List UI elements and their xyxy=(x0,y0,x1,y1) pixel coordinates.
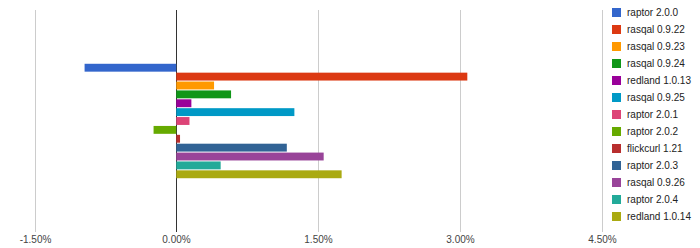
legend: raptor 2.0.0 rasqal 0.9.22 rasqal 0.9.23 ra… xyxy=(612,7,691,222)
legend-swatch xyxy=(612,127,621,136)
legend-swatch xyxy=(612,93,621,102)
grid-line xyxy=(602,10,603,232)
bar xyxy=(176,99,191,107)
legend-swatch xyxy=(612,8,621,17)
bar xyxy=(176,90,231,98)
legend-swatch xyxy=(612,76,621,85)
legend-label: raptor 2.0.1 xyxy=(627,109,679,120)
legend-swatch xyxy=(612,144,621,153)
bar xyxy=(176,108,294,116)
chart-container: -1.50%0.00%1.50%3.00%4.50%raptor 2.0.0ra… xyxy=(0,0,700,248)
grid-line xyxy=(318,10,319,232)
grid-line xyxy=(460,10,461,232)
bar xyxy=(176,73,467,81)
grid-line xyxy=(35,10,36,232)
bar xyxy=(176,144,287,152)
legend-swatch xyxy=(612,42,621,51)
bar xyxy=(176,135,180,143)
legend-label: redland 1.0.14 xyxy=(627,211,691,222)
legend-label: rasqal 0.9.25 xyxy=(627,92,685,103)
tick-label: 4.50% xyxy=(588,234,616,245)
legend-label: rasqal 0.9.23 xyxy=(627,41,685,52)
legend-label: flickcurl 1.21 xyxy=(627,143,683,154)
tick-label: 0.00% xyxy=(162,234,190,245)
legend-label: rasqal 0.9.22 xyxy=(627,24,685,35)
legend-swatch xyxy=(612,59,621,68)
legend-label: redland 1.0.13 xyxy=(627,75,691,86)
bar xyxy=(176,153,323,161)
grid xyxy=(36,10,603,232)
legend-swatch xyxy=(612,195,621,204)
chart-svg: -1.50%0.00%1.50%3.00%4.50%raptor 2.0.0ra… xyxy=(0,0,700,248)
tick-label: 1.50% xyxy=(304,234,332,245)
bars xyxy=(85,64,468,178)
bar xyxy=(176,82,214,90)
bar xyxy=(176,161,220,169)
legend-swatch xyxy=(612,212,621,221)
bar xyxy=(176,170,341,178)
legend-label: raptor 2.0.0 xyxy=(627,7,679,18)
legend-swatch xyxy=(612,110,621,119)
tick-label: 3.00% xyxy=(446,234,474,245)
legend-label: raptor 2.0.2 xyxy=(627,126,679,137)
legend-swatch xyxy=(612,25,621,34)
bar xyxy=(85,64,177,72)
legend-label: rasqal 0.9.26 xyxy=(627,177,685,188)
legend-swatch xyxy=(612,178,621,187)
bar xyxy=(154,126,177,134)
legend-label: raptor 2.0.4 xyxy=(627,194,679,205)
legend-label: raptor 2.0.3 xyxy=(627,160,679,171)
legend-swatch xyxy=(612,161,621,170)
bar xyxy=(176,117,189,125)
legend-label: rasqal 0.9.24 xyxy=(627,58,685,69)
tick-label: -1.50% xyxy=(20,234,52,245)
